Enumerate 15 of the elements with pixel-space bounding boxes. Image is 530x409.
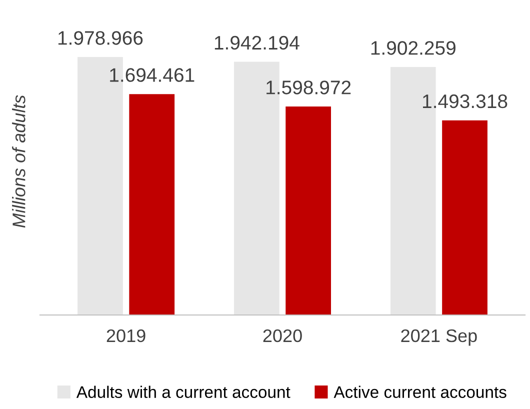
- legend-label: Adults with a current account: [76, 386, 290, 398]
- data-label: 1.493.318: [423, 94, 508, 108]
- x-tick-label: 2020: [263, 329, 302, 342]
- data-label: 1.598.972: [266, 80, 351, 94]
- bar: [129, 94, 175, 315]
- data-label: 1.942.194: [214, 36, 300, 50]
- x-tick-label: 2019: [106, 329, 146, 342]
- data-label: 1.902.259: [371, 41, 456, 55]
- legend-label: Active current accounts: [334, 386, 506, 398]
- bar: [286, 106, 331, 315]
- x-tick-label: 2021 Sep: [401, 329, 477, 346]
- y-axis-title: Millions of adults: [12, 95, 26, 228]
- data-label: 1.694.461: [110, 68, 194, 82]
- data-label: 1.978.966: [58, 31, 143, 45]
- bar: [442, 120, 488, 315]
